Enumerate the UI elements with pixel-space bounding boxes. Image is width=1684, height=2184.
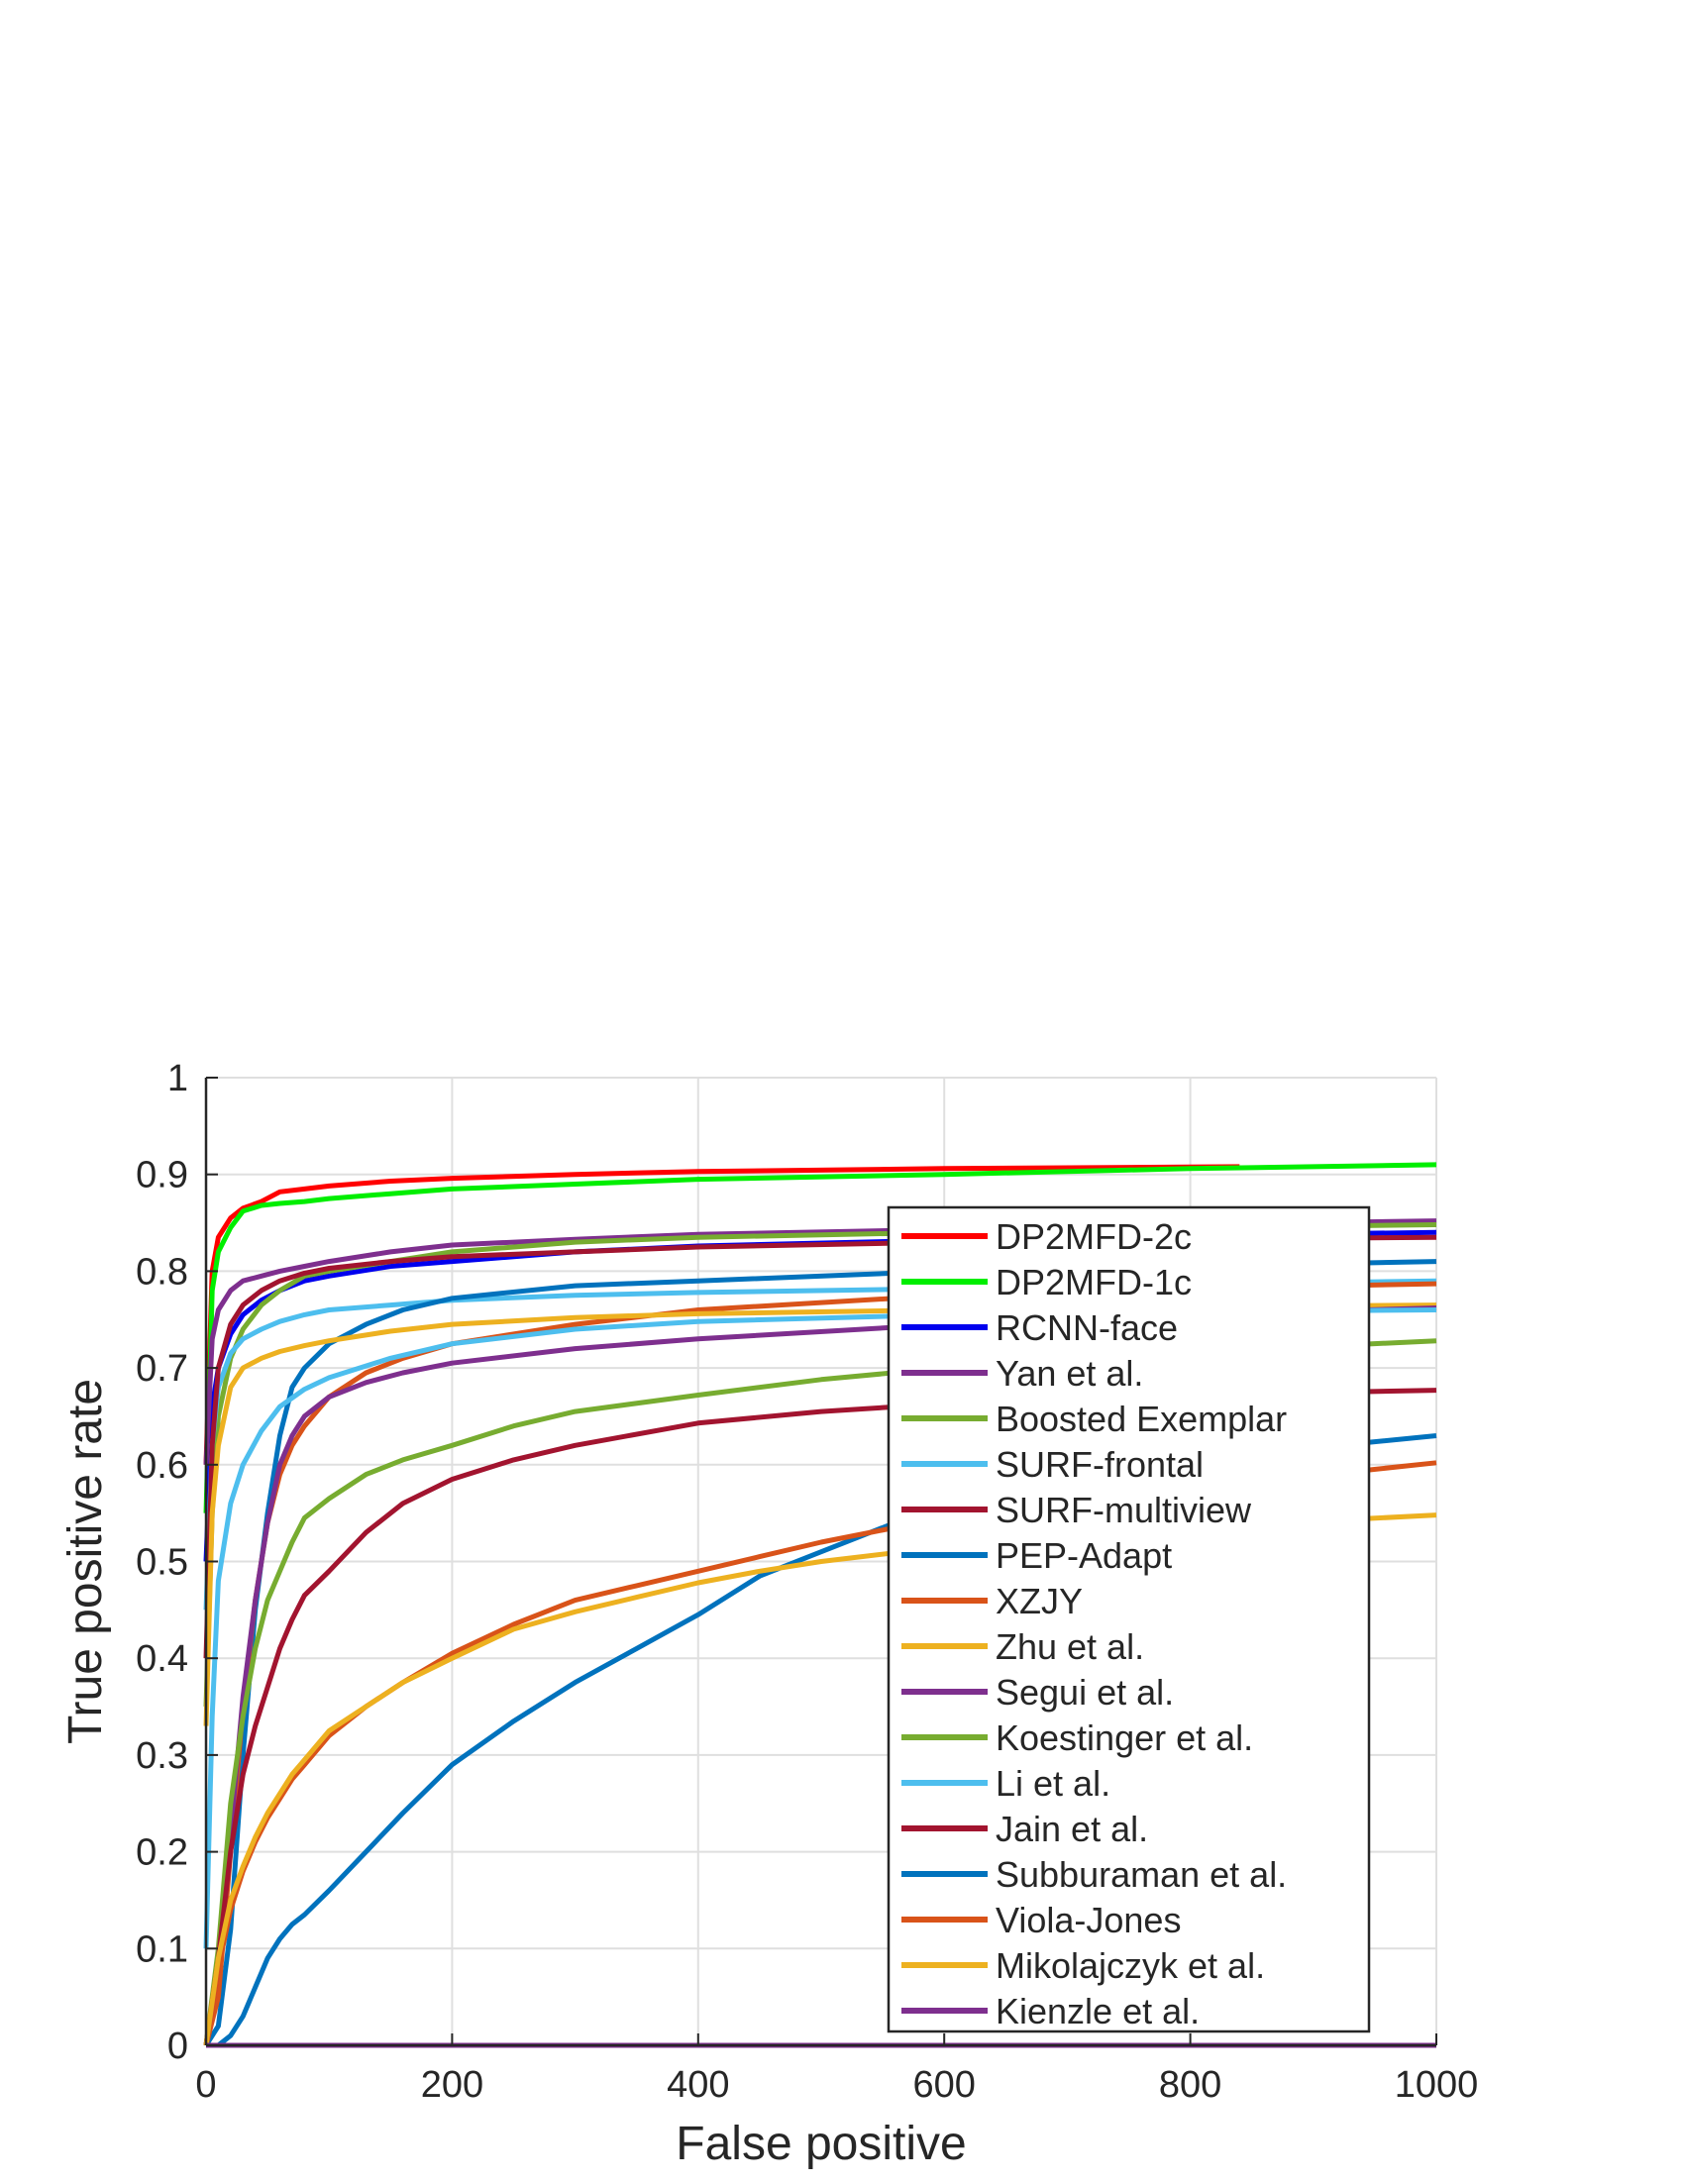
series-line-10 [203, 1302, 1437, 1726]
legend-label: Koestinger et al. [996, 1717, 1253, 1758]
legend-label: PEP-Adapt [996, 1535, 1172, 1576]
x-tick-label: 200 [421, 2064, 483, 2106]
y-tick-label: 0.9 [136, 1155, 188, 1196]
y-tick-label: 0.5 [136, 1542, 188, 1584]
y-tick-label: 0.3 [136, 1735, 188, 1777]
series-line-2 [203, 1162, 1437, 1513]
y-tick-label: 0.1 [136, 1928, 188, 1970]
y-axis-label: True positive rate [59, 1379, 112, 1744]
legend-label: XZJY [996, 1581, 1083, 1621]
legend-label: SURF-frontal [996, 1444, 1204, 1485]
series-line-4 [203, 1218, 1437, 1465]
series-line-6 [203, 1278, 1437, 1611]
legend-label: Zhu et al. [996, 1626, 1144, 1667]
y-tick-label: 0.6 [136, 1445, 188, 1487]
x-tick-label: 800 [1159, 2064, 1221, 2106]
x-axis-label: False positive [676, 2118, 966, 2170]
series-line-17 [203, 1512, 1437, 2046]
y-tick-label: 0.2 [136, 1832, 188, 1874]
x-tick-label: 0 [195, 2064, 216, 2106]
axes: 0 200 400 600 800 1000 0 0.1 0.2 0.3 0.4 0.5 0.6 0.7 0… [136, 1058, 1478, 2106]
legend-label: Boosted Exemplar [996, 1399, 1287, 1439]
legend-label: DP2MFD-1c [996, 1262, 1192, 1302]
legend-label: DP2MFD-2c [996, 1216, 1192, 1257]
y-tick-label: 0.4 [136, 1638, 188, 1680]
legend-label: RCNN-face [996, 1307, 1178, 1348]
legend-label: SURF-multiview [996, 1490, 1252, 1530]
y-tick-label: 0 [167, 2026, 188, 2067]
y-tick-label: 0.7 [136, 1348, 188, 1390]
legend-label: Li et al. [996, 1763, 1110, 1804]
series-line-12 [203, 1338, 1437, 2046]
legend-label: Kienzle et al. [996, 1991, 1200, 2031]
legend-label: Mikolajczyk et al. [996, 1945, 1265, 1986]
series-line-7 [203, 1234, 1437, 1659]
legend-label: Segui et al. [996, 1672, 1174, 1713]
legend-label: Yan et al. [996, 1353, 1143, 1394]
series-line-1 [203, 1164, 1240, 1465]
series-line-5 [203, 1222, 1437, 1708]
x-tick-label: 1000 [1395, 2064, 1479, 2106]
x-tick-label: 600 [912, 2064, 975, 2106]
series-line-14 [203, 1388, 1437, 2046]
legend-label: Subburaman et al. [996, 1854, 1287, 1895]
legend-label: Jain et al. [996, 1809, 1148, 1849]
legend: DP2MFD-2c DP2MFD-1c RCNN-face Yan et al. Boo… [887, 1205, 1371, 2033]
legend-box [887, 1205, 1371, 2033]
series-line-13 [203, 1307, 1437, 1949]
y-tick-label: 1 [167, 1058, 188, 1099]
legend-label: Viola-Jones [996, 1900, 1181, 1940]
x-tick-label: 400 [667, 2064, 729, 2106]
y-tick-label: 0.8 [136, 1251, 188, 1293]
